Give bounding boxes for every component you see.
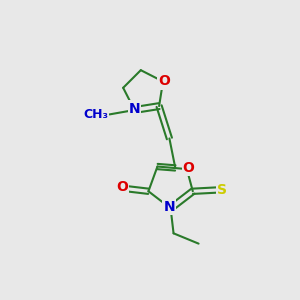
Text: CH₃: CH₃ [83,108,108,121]
Text: O: O [116,180,128,194]
Text: N: N [163,200,175,214]
Text: O: O [158,74,170,88]
Text: N: N [129,101,140,116]
Text: O: O [183,161,195,175]
Text: S: S [217,183,227,197]
